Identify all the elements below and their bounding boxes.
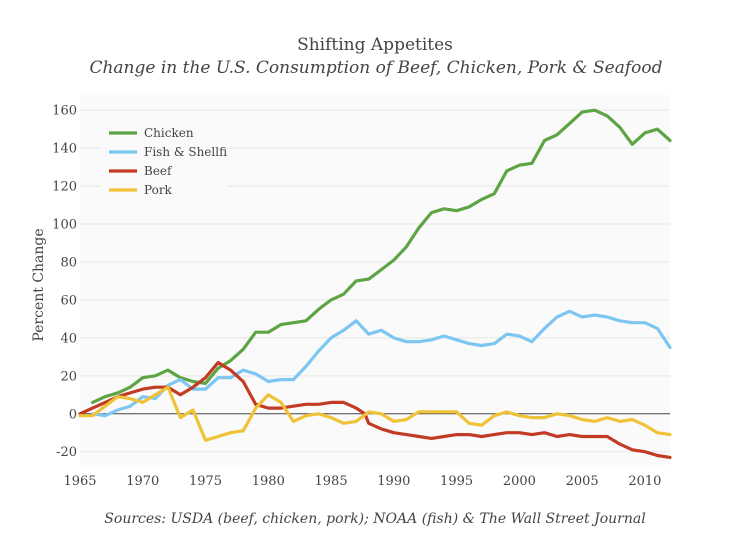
x-tick-label: 1995	[440, 474, 473, 489]
series-line-beef	[78, 360, 672, 459]
series-lines	[78, 108, 672, 459]
x-tick-label: 2010	[628, 474, 661, 489]
series-line-chicken	[91, 108, 672, 404]
x-tick-label: 1980	[252, 474, 285, 489]
source-note: Sources: USDA (beef, chicken, pork); NOA…	[104, 511, 645, 527]
y-tick-label: 140	[52, 142, 77, 157]
chart-title: Shifting Appetites	[297, 35, 453, 55]
y-tick-label: 0	[69, 407, 77, 422]
x-tick-label: 1985	[315, 474, 348, 489]
x-tick-label: 1975	[189, 474, 222, 489]
legend-label-beef: Beef	[144, 164, 173, 178]
series-line-fish	[91, 309, 672, 418]
y-axis-title: Percent Change	[31, 228, 47, 341]
legend-label-chicken: Chicken	[144, 126, 194, 140]
legend: Chicken Fish & Shellfi Beef Pork	[100, 120, 228, 202]
y-tick-labels: -20 0 20 40 60 80 100 120 140 160	[52, 104, 77, 461]
x-tick-labels: 1965 1970 1975 1980 1985 1990 1995 2000 2005 2010	[63, 474, 661, 489]
y-tick-label: 40	[60, 331, 77, 346]
y-tick-label: -20	[56, 445, 77, 460]
x-tick-label: 1990	[377, 474, 410, 489]
chart-subtitle: Change in the U.S. Consumption of Beef, …	[89, 58, 662, 78]
x-tick-label: 2000	[503, 474, 536, 489]
y-tick-label: 20	[60, 369, 77, 384]
legend-label-pork: Pork	[144, 183, 173, 197]
y-tick-label: 160	[52, 104, 77, 119]
x-tick-label: 2005	[566, 474, 599, 489]
y-tick-label: 100	[52, 218, 77, 233]
y-tick-label: 60	[60, 293, 77, 308]
legend-label-fish: Fish & Shellfi	[144, 145, 227, 159]
series-line-pork	[78, 385, 672, 442]
y-tick-label: 120	[52, 180, 77, 195]
x-tick-label: 1970	[126, 474, 159, 489]
x-tick-label: 1965	[63, 474, 96, 489]
y-tick-label: 80	[60, 255, 77, 270]
